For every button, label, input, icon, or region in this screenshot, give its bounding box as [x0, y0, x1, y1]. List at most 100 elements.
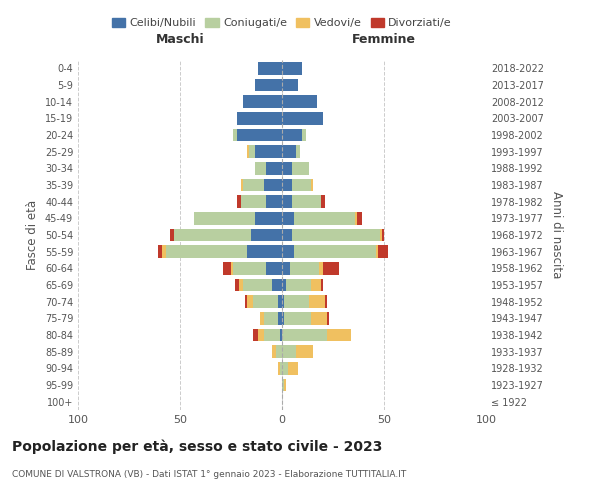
Bar [161, 246, 166, 258]
Bar [292, 229, 380, 241]
Bar [235, 279, 239, 291]
Bar [253, 296, 278, 308]
Y-axis label: Fasce di età: Fasce di età [26, 200, 39, 270]
Bar [292, 179, 311, 192]
Bar [256, 79, 282, 92]
Bar [233, 262, 266, 274]
Bar [194, 212, 256, 224]
Bar [378, 246, 388, 258]
Bar [239, 279, 243, 291]
Bar [290, 262, 319, 274]
Bar [263, 179, 282, 192]
Bar [263, 329, 280, 341]
Bar [292, 162, 308, 174]
Text: Popolazione per età, sesso e stato civile - 2023: Popolazione per età, sesso e stato civil… [12, 440, 382, 454]
Bar [278, 362, 280, 374]
Bar [308, 296, 325, 308]
Bar [253, 329, 257, 341]
Bar [158, 246, 161, 258]
Bar [280, 362, 282, 374]
Bar [311, 312, 327, 324]
Bar [278, 296, 282, 308]
Bar [323, 262, 339, 274]
Bar [282, 79, 298, 92]
Bar [247, 296, 253, 308]
Bar [243, 96, 282, 108]
Bar [250, 146, 256, 158]
Bar [284, 312, 311, 324]
Bar [294, 246, 376, 258]
Bar [319, 262, 323, 274]
Bar [241, 179, 243, 192]
Bar [170, 229, 174, 241]
Bar [245, 296, 247, 308]
Bar [358, 212, 362, 224]
Bar [296, 146, 301, 158]
Bar [243, 179, 263, 192]
Bar [327, 329, 352, 341]
Bar [231, 262, 233, 274]
Bar [382, 229, 384, 241]
Text: Femmine: Femmine [352, 33, 416, 46]
Bar [247, 246, 282, 258]
Bar [282, 162, 292, 174]
Bar [325, 296, 327, 308]
Bar [282, 279, 286, 291]
Bar [233, 129, 237, 141]
Bar [247, 146, 250, 158]
Bar [256, 212, 282, 224]
Bar [272, 346, 276, 358]
Bar [174, 229, 251, 241]
Bar [282, 96, 317, 108]
Bar [286, 279, 311, 291]
Bar [260, 312, 263, 324]
Bar [292, 196, 321, 208]
Bar [321, 279, 323, 291]
Bar [266, 196, 282, 208]
Bar [282, 329, 327, 341]
Bar [282, 212, 294, 224]
Bar [256, 162, 266, 174]
Bar [241, 196, 266, 208]
Bar [237, 196, 241, 208]
Bar [376, 246, 378, 258]
Bar [282, 246, 294, 258]
Bar [282, 196, 292, 208]
Bar [282, 146, 296, 158]
Text: Maschi: Maschi [155, 33, 205, 46]
Bar [282, 229, 292, 241]
Bar [296, 346, 313, 358]
Bar [282, 346, 296, 358]
Bar [282, 62, 302, 74]
Legend: Celibi/Nubili, Coniugati/e, Vedovi/e, Divorziati/e: Celibi/Nubili, Coniugati/e, Vedovi/e, Di… [107, 13, 457, 32]
Bar [266, 262, 282, 274]
Bar [380, 229, 382, 241]
Bar [278, 312, 282, 324]
Bar [355, 212, 358, 224]
Bar [311, 279, 321, 291]
Bar [282, 179, 292, 192]
Bar [282, 379, 284, 391]
Bar [284, 379, 286, 391]
Text: COMUNE DI VALSTRONA (VB) - Dati ISTAT 1° gennaio 2023 - Elaborazione TUTTITALIA.: COMUNE DI VALSTRONA (VB) - Dati ISTAT 1°… [12, 470, 406, 479]
Bar [282, 262, 290, 274]
Bar [282, 112, 323, 124]
Bar [257, 62, 282, 74]
Bar [284, 296, 308, 308]
Bar [237, 129, 282, 141]
Bar [237, 112, 282, 124]
Bar [166, 246, 247, 258]
Bar [280, 329, 282, 341]
Bar [288, 362, 298, 374]
Bar [327, 312, 329, 324]
Y-axis label: Anni di nascita: Anni di nascita [550, 192, 563, 278]
Bar [294, 212, 355, 224]
Bar [282, 129, 302, 141]
Bar [321, 196, 325, 208]
Bar [282, 296, 284, 308]
Bar [282, 312, 284, 324]
Bar [302, 129, 307, 141]
Bar [266, 162, 282, 174]
Bar [251, 229, 282, 241]
Bar [257, 329, 263, 341]
